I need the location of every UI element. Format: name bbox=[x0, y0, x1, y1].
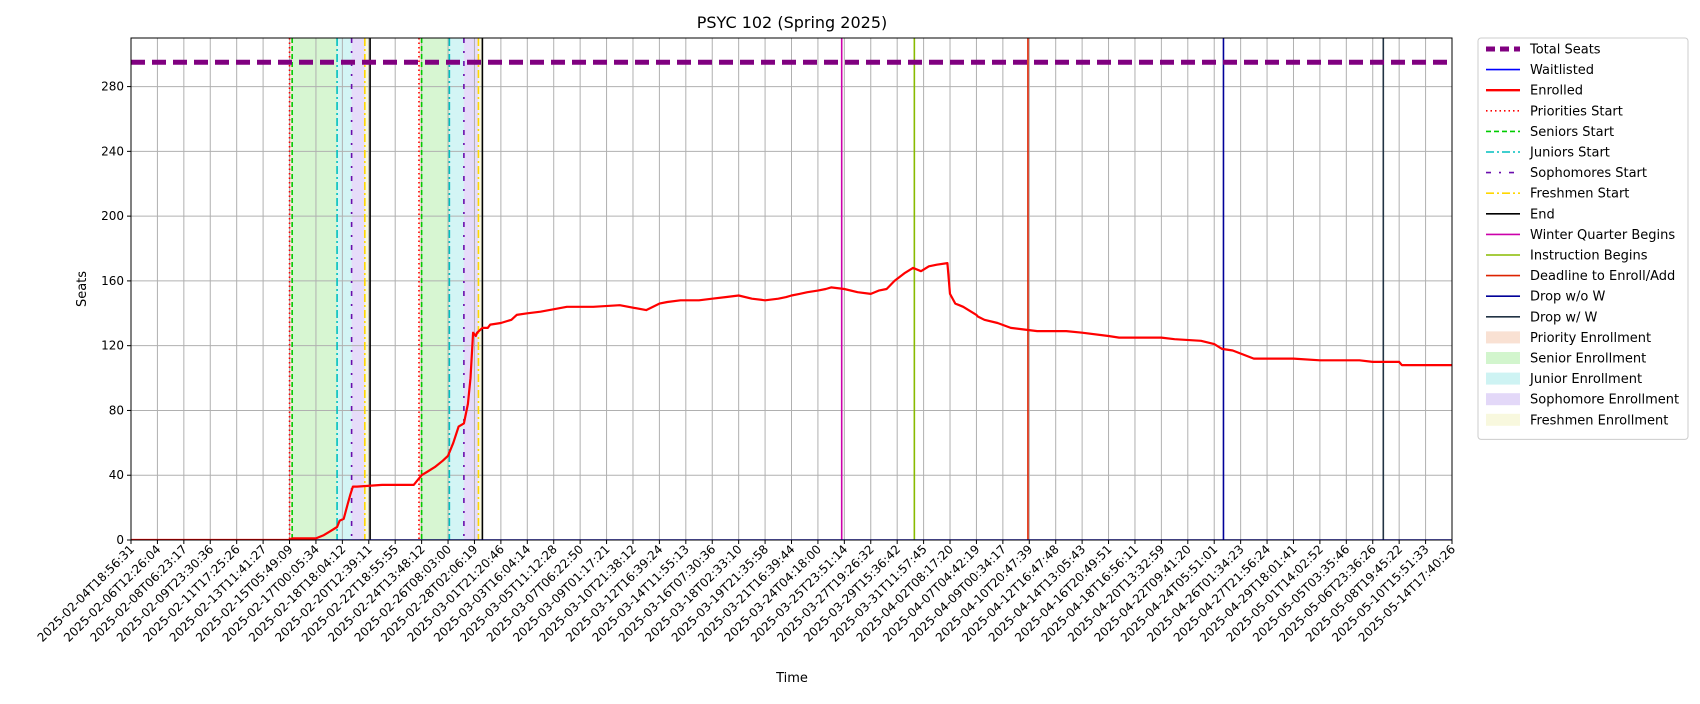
plot-area: 040801201602002402802025-02-04T18:56:312… bbox=[35, 37, 1458, 645]
legend-label-priorities-start: Priorities Start bbox=[1530, 104, 1623, 119]
y-tick-label: 40 bbox=[109, 468, 124, 482]
y-axis-label: Seats bbox=[75, 271, 90, 307]
phase-band-sophomore-enrollment bbox=[351, 38, 365, 540]
legend-swatch-priority-enrollment bbox=[1486, 331, 1520, 344]
legend: Total Seats Waitlisted Enrolled Priorities … bbox=[1477, 37, 1689, 440]
phase-band-freshmen-enrollment bbox=[478, 38, 483, 540]
phase-band-senior-enrollment bbox=[292, 38, 338, 540]
phase-band-senior-enrollment bbox=[421, 38, 450, 540]
y-tick-label: 280 bbox=[101, 80, 124, 94]
y-tick-label: 160 bbox=[101, 274, 124, 288]
legend-label-sophomores-start: Sophomores Start bbox=[1530, 166, 1647, 181]
legend-label-junior-enrollment: Junior Enrollment bbox=[1529, 372, 1642, 387]
chart-title: PSYC 102 (Spring 2025) bbox=[697, 13, 888, 32]
y-tick-label: 240 bbox=[101, 144, 124, 158]
legend-swatch-junior-enrollment bbox=[1486, 372, 1520, 385]
legend-label-winter-quarter-begins: Winter Quarter Begins bbox=[1530, 228, 1675, 243]
legend-label-deadline-to-enroll-add: Deadline to Enroll/Add bbox=[1530, 269, 1675, 284]
legend-label-waitlisted: Waitlisted bbox=[1530, 63, 1594, 78]
y-tick-label: 200 bbox=[101, 209, 124, 223]
legend-label-priority-enrollment: Priority Enrollment bbox=[1530, 331, 1651, 346]
legend-label-drop-w-w: Drop w/ W bbox=[1530, 310, 1598, 325]
y-tick-label: 0 bbox=[116, 533, 124, 547]
legend-label-total-seats: Total Seats bbox=[1529, 43, 1601, 58]
legend-label-instruction-begins: Instruction Begins bbox=[1530, 249, 1648, 264]
legend-frame bbox=[1477, 37, 1689, 440]
legend-label-freshmen-enrollment: Freshmen Enrollment bbox=[1530, 413, 1668, 428]
legend-label-juniors-start: Juniors Start bbox=[1529, 146, 1610, 161]
legend-label-end: End bbox=[1530, 207, 1555, 222]
legend-swatch-freshmen-enrollment bbox=[1486, 413, 1520, 426]
legend-label-sophomore-enrollment: Sophomore Enrollment bbox=[1530, 393, 1679, 408]
phase-band-junior-enrollment bbox=[449, 38, 464, 540]
legend-label-drop-w-o-w: Drop w/o W bbox=[1530, 290, 1606, 305]
legend-label-freshmen-start: Freshmen Start bbox=[1530, 187, 1629, 202]
phase-band-junior-enrollment bbox=[337, 38, 352, 540]
legend-label-seniors-start: Seniors Start bbox=[1530, 125, 1614, 140]
phase-band-priority-enrollment bbox=[289, 38, 293, 540]
y-tick-label: 80 bbox=[109, 403, 124, 417]
legend-label-enrolled: Enrolled bbox=[1530, 84, 1583, 99]
y-tick-label: 120 bbox=[101, 339, 124, 353]
series bbox=[131, 59, 1452, 540]
x-axis-label: Time bbox=[775, 671, 808, 686]
phase-bands bbox=[289, 38, 483, 540]
phase-band-sophomore-enrollment bbox=[463, 38, 479, 540]
series-enrolled bbox=[131, 262, 1452, 540]
phase-band-freshmen-enrollment bbox=[364, 38, 371, 540]
legend-swatch-senior-enrollment bbox=[1486, 352, 1520, 364]
legend-swatch-sophomore-enrollment bbox=[1486, 393, 1520, 406]
phase-band-priority-enrollment bbox=[418, 38, 422, 540]
legend-label-senior-enrollment: Senior Enrollment bbox=[1530, 352, 1646, 367]
